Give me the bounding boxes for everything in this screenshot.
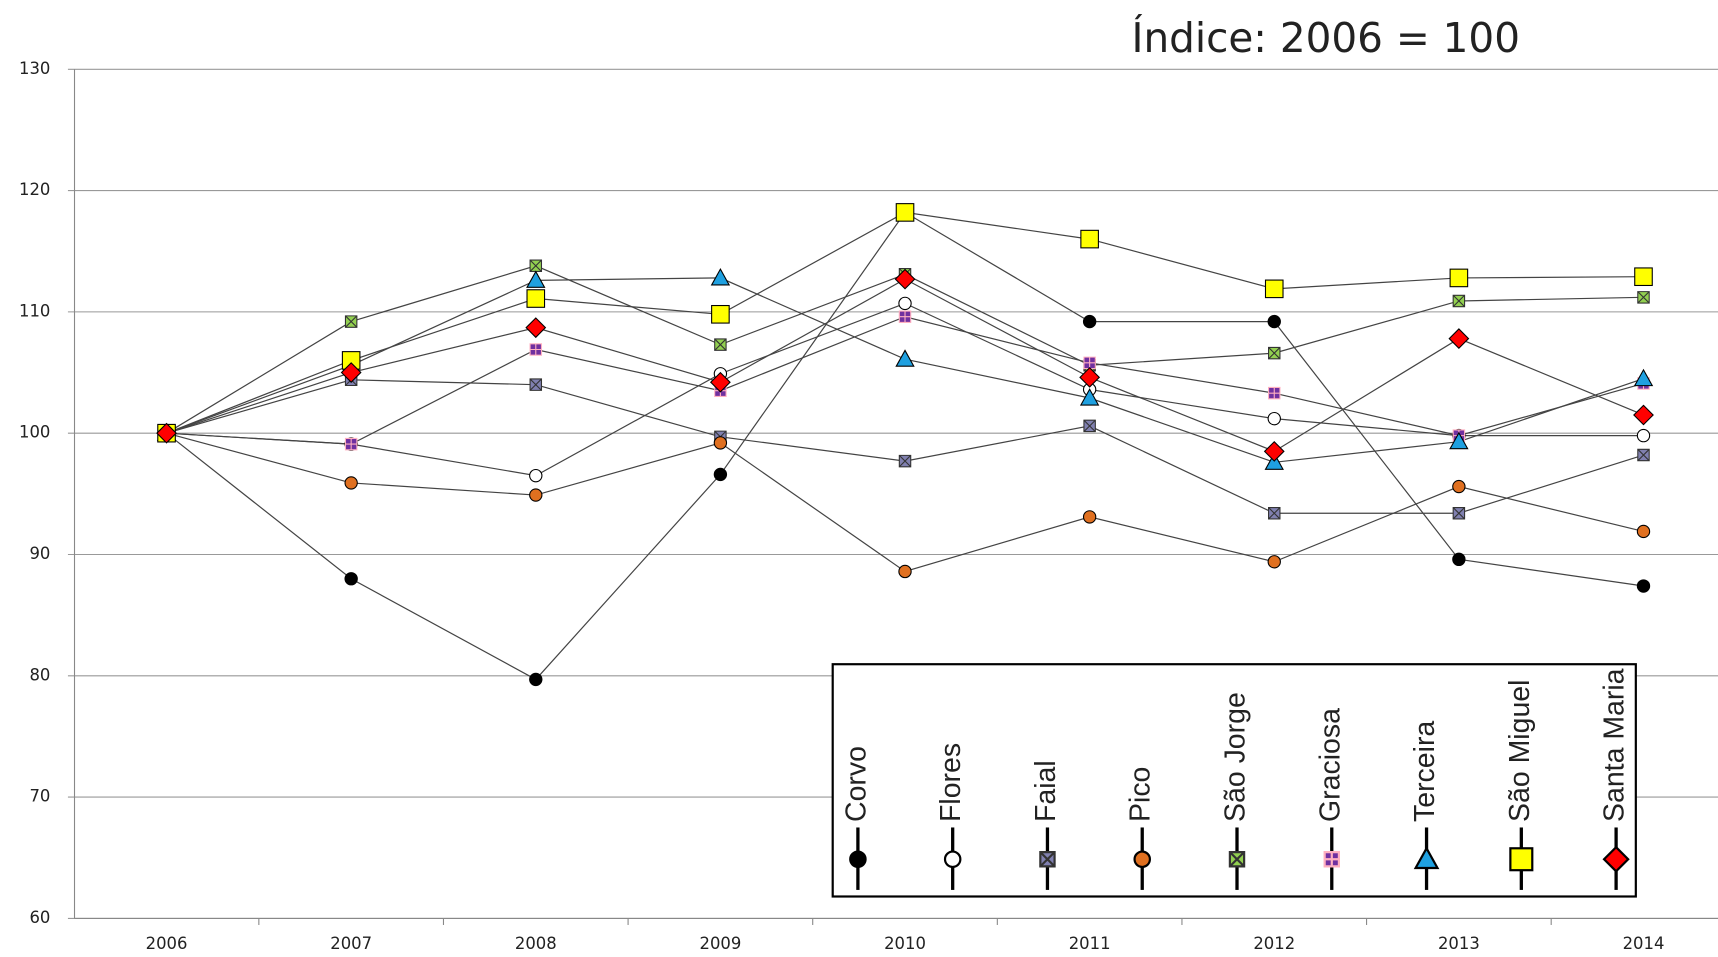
marker [1263,440,1285,462]
marker [529,259,543,273]
marker [1452,552,1466,567]
marker [1452,294,1466,308]
legend-label: Flores [935,743,967,822]
x-tick-label: 2006 [146,934,188,953]
marker [526,270,546,288]
marker [529,343,543,356]
marker [1268,507,1281,520]
y-tick-label: 110 [19,301,50,320]
marker [714,338,727,351]
marker [943,850,962,869]
y-tick-label: 120 [19,180,50,199]
marker [525,317,547,339]
marker [895,349,915,367]
marker [529,468,543,483]
x-tick-label: 2014 [1623,934,1665,953]
x-tick-label: 2012 [1253,934,1295,953]
y-tick-label: 90 [29,544,50,563]
marker [1079,366,1101,388]
marker [1636,579,1651,593]
marker [898,310,912,323]
x-tick-label: 2011 [1069,934,1111,953]
marker [526,289,546,308]
marker [711,304,730,324]
marker [710,268,731,286]
marker [1039,851,1056,868]
marker [529,488,543,502]
marker [1452,479,1466,494]
x-tick-label: 2009 [700,934,742,953]
marker [1133,850,1151,869]
marker [894,268,916,290]
marker [1452,507,1466,520]
y-tick-label: 60 [29,908,50,927]
x-tick-label: 2008 [515,934,557,953]
marker [1449,431,1469,450]
legend-label: Faial [1030,760,1062,822]
legend-label: São Miguel [1504,680,1536,822]
marker [898,564,912,579]
marker [713,436,728,450]
series-line [166,302,1644,477]
marker [1448,328,1470,349]
legend-label: Santa Maria [1599,668,1631,822]
marker [898,296,912,311]
legend-label: Pico [1125,767,1157,822]
marker [1636,428,1651,443]
series-line [166,379,1644,514]
y-tick-label: 80 [29,665,50,684]
legend-label: Terceira [1409,721,1441,822]
marker [1083,419,1096,433]
marker [1633,368,1654,387]
y-tick-label: 130 [19,59,50,78]
marker [1264,279,1284,299]
marker [156,422,177,444]
legend-label: Corvo [840,746,872,822]
marker [1082,314,1097,329]
x-tick-label: 2013 [1438,934,1480,953]
marker [1079,388,1100,406]
x-tick-label: 2007 [330,934,372,953]
legend-label: São Jorge [1220,692,1252,822]
marker [1509,847,1534,872]
marker [1637,448,1650,462]
marker [1602,845,1630,873]
marker [1267,314,1281,329]
legend-label: Graciosa [1314,708,1346,822]
marker [344,476,358,490]
marker [895,203,915,222]
marker [344,572,358,586]
y-tick-label: 100 [19,423,50,442]
marker [1637,291,1650,304]
marker [1228,851,1246,868]
marker [1080,229,1099,249]
marker [1267,411,1281,426]
marker [340,362,362,383]
marker [1323,851,1340,868]
marker [1633,404,1654,426]
marker [713,467,728,482]
marker [1082,510,1097,524]
y-tick-label: 70 [29,787,50,806]
marker [849,850,867,869]
annotation: Índice: 2006 = 100 [1132,14,1520,62]
marker [529,672,543,687]
marker [1267,555,1281,569]
marker [898,454,912,468]
marker [1083,356,1096,370]
marker [1636,524,1651,539]
marker [344,437,358,451]
marker [1413,846,1440,870]
x-tick-label: 2010 [884,934,926,953]
marker [529,378,543,391]
marker [344,315,358,328]
marker [1268,386,1281,400]
marker [1449,268,1469,288]
marker [1268,346,1281,360]
marker [709,371,731,393]
marker [1634,267,1653,287]
series-line [166,432,1644,573]
